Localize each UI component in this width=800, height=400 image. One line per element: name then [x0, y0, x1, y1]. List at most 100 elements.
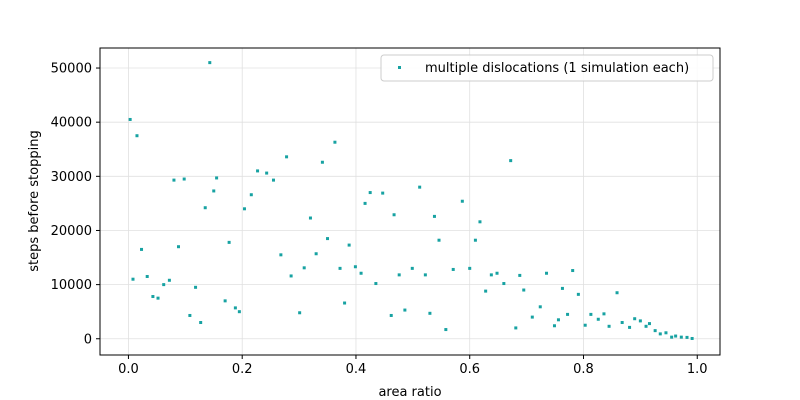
- data-point: [628, 325, 632, 329]
- data-point: [518, 273, 522, 277]
- data-point: [151, 295, 155, 299]
- data-point: [359, 271, 363, 275]
- data-point: [140, 247, 144, 251]
- data-point: [653, 329, 657, 333]
- x-axis-ticks: 0.0 0.2 0.4 0.6 0.8 1.0: [118, 355, 708, 377]
- data-point: [468, 266, 472, 270]
- data-point: [560, 286, 564, 290]
- data-point: [320, 160, 324, 164]
- data-point: [308, 216, 312, 220]
- data-point: [530, 315, 534, 319]
- plot-frame: [99, 47, 721, 356]
- data-point: [285, 155, 289, 159]
- data-point: [410, 266, 414, 270]
- data-point: [620, 321, 624, 325]
- data-point: [502, 282, 506, 286]
- data-point: [596, 317, 600, 321]
- x-tick-label: 0.4: [346, 362, 367, 377]
- data-point: [607, 324, 611, 328]
- data-point: [347, 243, 351, 247]
- data-point: [571, 269, 575, 273]
- x-tick-label: 0.2: [232, 362, 253, 377]
- data-point: [489, 273, 493, 277]
- data-point: [298, 311, 302, 315]
- data-point: [145, 274, 149, 278]
- y-tick-label: 0: [84, 332, 92, 347]
- data-point: [389, 313, 393, 317]
- data-point: [576, 292, 580, 296]
- y-tick-label: 30000: [51, 170, 92, 185]
- data-point: [664, 331, 668, 335]
- data-point: [212, 189, 216, 193]
- data-point: [566, 312, 570, 316]
- data-point: [162, 283, 166, 287]
- y-axis-ticks: 0 10000 20000 30000 40000 50000: [51, 62, 100, 347]
- grid: [100, 48, 720, 355]
- data-point: [556, 318, 560, 322]
- data-point: [397, 273, 401, 277]
- data-point: [363, 201, 367, 205]
- data-point: [509, 159, 513, 163]
- y-tick-label: 40000: [51, 116, 92, 131]
- data-point: [522, 288, 526, 292]
- data-point: [484, 289, 488, 293]
- data-point: [428, 311, 432, 315]
- data-point: [374, 282, 378, 286]
- data-point: [633, 317, 637, 321]
- data-point: [589, 312, 593, 316]
- data-point: [242, 207, 246, 211]
- data-point: [188, 313, 192, 317]
- data-point: [602, 312, 606, 316]
- data-point: [514, 326, 518, 330]
- data-point: [638, 319, 642, 323]
- data-point: [460, 199, 464, 203]
- data-point: [326, 237, 330, 241]
- data-point: [289, 274, 293, 278]
- data-point: [172, 178, 176, 182]
- data-point: [381, 191, 385, 195]
- data-point: [203, 206, 207, 210]
- data-point: [353, 265, 357, 269]
- data-points: [128, 61, 694, 340]
- data-point: [644, 324, 648, 328]
- x-tick-label: 0.8: [573, 362, 594, 377]
- x-axis-label: area ratio: [378, 385, 441, 400]
- data-point: [199, 321, 203, 325]
- data-point: [233, 306, 237, 310]
- data-point: [674, 334, 678, 338]
- data-point: [403, 308, 407, 312]
- data-point: [583, 323, 587, 327]
- y-tick-label: 20000: [51, 224, 92, 239]
- data-point: [478, 220, 482, 224]
- data-point: [208, 61, 212, 65]
- data-point: [368, 191, 372, 195]
- data-point: [552, 324, 556, 328]
- data-point: [215, 176, 219, 180]
- data-point: [314, 252, 318, 256]
- data-point: [194, 285, 198, 289]
- data-point: [670, 335, 674, 339]
- y-tick-label: 10000: [51, 278, 92, 293]
- y-axis-label: steps before stopping: [27, 130, 42, 271]
- data-point: [265, 171, 269, 175]
- data-point: [444, 328, 448, 332]
- data-point: [279, 253, 283, 257]
- data-point: [182, 177, 186, 181]
- data-point: [128, 117, 132, 121]
- data-point: [227, 240, 231, 244]
- data-point: [545, 271, 549, 275]
- data-point: [690, 336, 694, 340]
- data-point: [156, 296, 160, 300]
- data-point: [658, 332, 662, 336]
- data-point: [647, 322, 651, 326]
- data-point: [418, 185, 422, 189]
- data-point: [256, 169, 260, 173]
- data-point: [473, 238, 477, 242]
- data-point: [338, 266, 342, 270]
- data-point: [176, 245, 180, 249]
- data-point: [135, 134, 139, 138]
- data-point: [451, 267, 455, 271]
- x-tick-label: 1.0: [687, 362, 708, 377]
- data-point: [167, 278, 171, 282]
